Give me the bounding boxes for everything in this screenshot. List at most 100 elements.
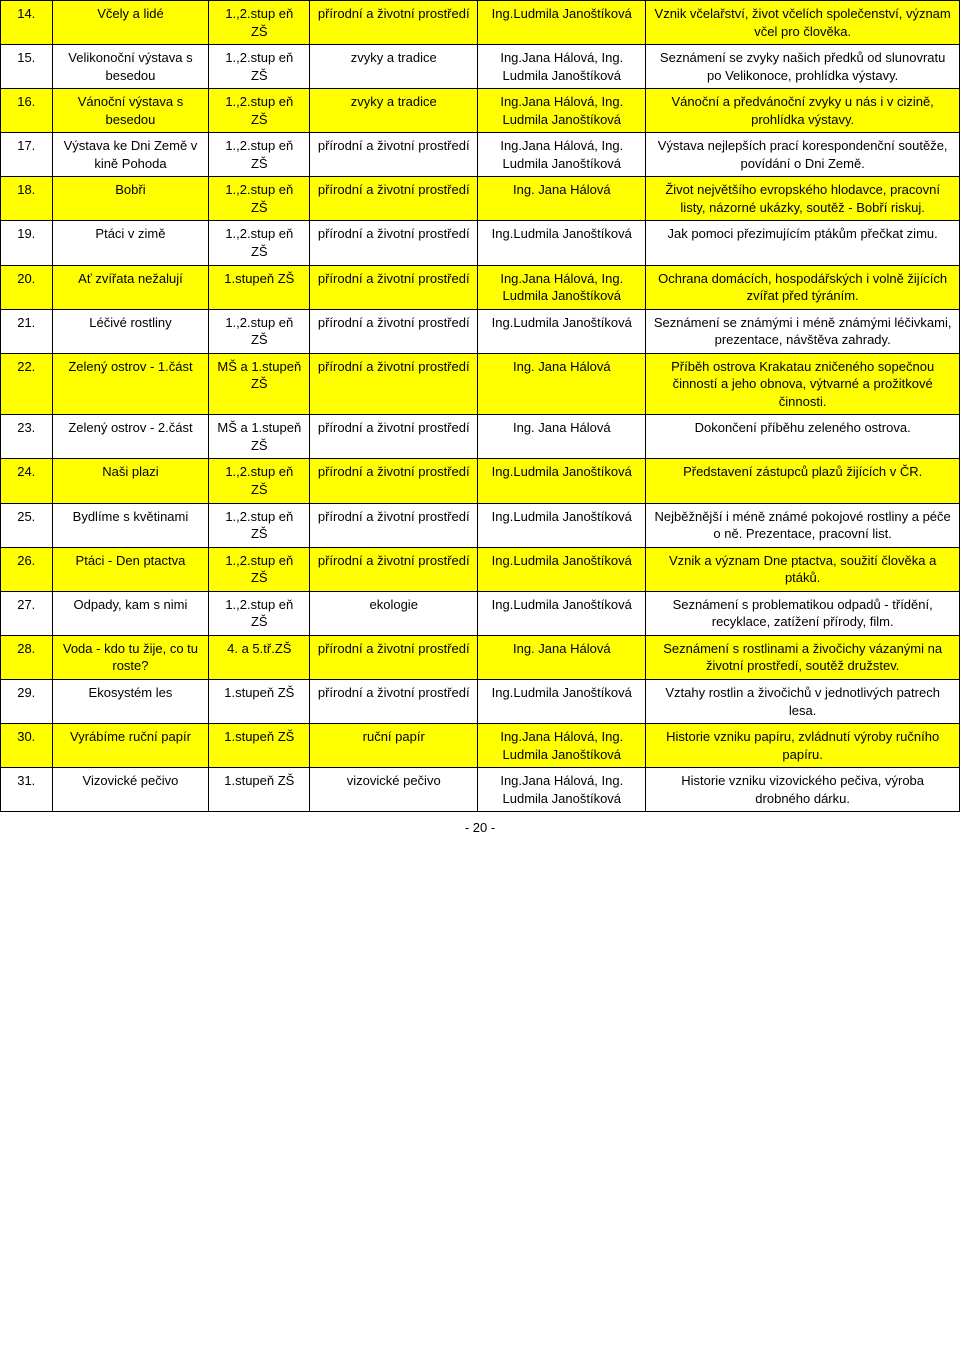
- row-desc: Život největšího evropského hlodavce, pr…: [646, 177, 960, 221]
- table-row: 27.Odpady, kam s nimi1.,2.stup eň ZŠekol…: [1, 591, 960, 635]
- row-grade: 1.stupeň ZŠ: [209, 679, 310, 723]
- row-author: Ing.Ludmila Janoštíková: [478, 591, 646, 635]
- row-title: Vánoční výstava s besedou: [52, 89, 209, 133]
- row-grade: 1.,2.stup eň ZŠ: [209, 1, 310, 45]
- row-title: Výstava ke Dni Země v kině Pohoda: [52, 133, 209, 177]
- row-number: 26.: [1, 547, 53, 591]
- row-desc: Vznik včelařství, život včelích společen…: [646, 1, 960, 45]
- row-author: Ing.Ludmila Janoštíková: [478, 679, 646, 723]
- row-author: Ing.Ludmila Janoštíková: [478, 221, 646, 265]
- row-number: 27.: [1, 591, 53, 635]
- row-grade: 1.,2.stup eň ZŠ: [209, 459, 310, 503]
- row-author: Ing.Jana Hálová, Ing. Ludmila Janoštíkov…: [478, 768, 646, 812]
- row-number: 25.: [1, 503, 53, 547]
- row-author: Ing. Jana Hálová: [478, 353, 646, 415]
- row-grade: 1.stupeň ZŠ: [209, 724, 310, 768]
- row-author: Ing.Jana Hálová, Ing. Ludmila Janoštíkov…: [478, 133, 646, 177]
- row-grade: 4. a 5.tř.ZŠ: [209, 635, 310, 679]
- row-desc: Příběh ostrova Krakatau zničeného sopečn…: [646, 353, 960, 415]
- row-author: Ing.Ludmila Janoštíková: [478, 309, 646, 353]
- row-topic: zvyky a tradice: [310, 89, 478, 133]
- row-grade: 1.,2.stup eň ZŠ: [209, 89, 310, 133]
- row-number: 18.: [1, 177, 53, 221]
- table-row: 30.Vyrábíme ruční papír1.stupeň ZŠruční …: [1, 724, 960, 768]
- table-row: 29.Ekosystém les1.stupeň ZŠpřírodní a ži…: [1, 679, 960, 723]
- row-number: 29.: [1, 679, 53, 723]
- table-row: 23.Zelený ostrov - 2.částMŠ a 1.stupeň Z…: [1, 415, 960, 459]
- row-title: Zelený ostrov - 1.část: [52, 353, 209, 415]
- row-desc: Seznámení s rostlinami a živočichy vázan…: [646, 635, 960, 679]
- table-row: 26.Ptáci - Den ptactva1.,2.stup eň ZŠpří…: [1, 547, 960, 591]
- row-topic: přírodní a životní prostředí: [310, 1, 478, 45]
- row-desc: Historie vzniku papíru, zvládnutí výroby…: [646, 724, 960, 768]
- row-number: 17.: [1, 133, 53, 177]
- row-number: 21.: [1, 309, 53, 353]
- row-title: Naši plazi: [52, 459, 209, 503]
- row-topic: přírodní a životní prostředí: [310, 353, 478, 415]
- row-topic: přírodní a životní prostředí: [310, 221, 478, 265]
- row-number: 22.: [1, 353, 53, 415]
- table-row: 15.Velikonoční výstava s besedou1.,2.stu…: [1, 45, 960, 89]
- table-row: 25.Bydlíme s květinami1.,2.stup eň ZŠpří…: [1, 503, 960, 547]
- row-author: Ing.Jana Hálová, Ing. Ludmila Janoštíkov…: [478, 89, 646, 133]
- table-row: 31.Vizovické pečivo1.stupeň ZŠvizovické …: [1, 768, 960, 812]
- row-grade: 1.,2.stup eň ZŠ: [209, 177, 310, 221]
- row-desc: Vztahy rostlin a živočichů v jednotlivýc…: [646, 679, 960, 723]
- row-desc: Dokončení příběhu zeleného ostrova.: [646, 415, 960, 459]
- program-table: 14.Včely a lidé1.,2.stup eň ZŠpřírodní a…: [0, 0, 960, 812]
- row-title: Ekosystém les: [52, 679, 209, 723]
- row-topic: přírodní a životní prostředí: [310, 177, 478, 221]
- row-topic: přírodní a životní prostředí: [310, 503, 478, 547]
- row-number: 30.: [1, 724, 53, 768]
- row-topic: přírodní a životní prostředí: [310, 635, 478, 679]
- row-author: Ing.Jana Hálová, Ing. Ludmila Janoštíkov…: [478, 45, 646, 89]
- row-grade: 1.,2.stup eň ZŠ: [209, 221, 310, 265]
- row-number: 24.: [1, 459, 53, 503]
- row-desc: Seznámení s problematikou odpadů - třídě…: [646, 591, 960, 635]
- row-topic: zvyky a tradice: [310, 45, 478, 89]
- row-grade: 1.stupeň ZŠ: [209, 768, 310, 812]
- row-grade: MŠ a 1.stupeň ZŠ: [209, 353, 310, 415]
- row-title: Velikonoční výstava s besedou: [52, 45, 209, 89]
- row-desc: Nejběžnější i méně známé pokojové rostli…: [646, 503, 960, 547]
- row-topic: přírodní a životní prostředí: [310, 133, 478, 177]
- row-title: Včely a lidé: [52, 1, 209, 45]
- row-title: Ptáci - Den ptactva: [52, 547, 209, 591]
- row-grade: MŠ a 1.stupeň ZŠ: [209, 415, 310, 459]
- row-topic: přírodní a životní prostředí: [310, 415, 478, 459]
- row-title: Vizovické pečivo: [52, 768, 209, 812]
- row-number: 20.: [1, 265, 53, 309]
- row-number: 23.: [1, 415, 53, 459]
- row-author: Ing.Ludmila Janoštíková: [478, 1, 646, 45]
- row-grade: 1.stupeň ZŠ: [209, 265, 310, 309]
- row-author: Ing.Jana Hálová, Ing. Ludmila Janoštíkov…: [478, 265, 646, 309]
- row-topic: vizovické pečivo: [310, 768, 478, 812]
- row-desc: Vznik a význam Dne ptactva, soužití člov…: [646, 547, 960, 591]
- row-title: Léčivé rostliny: [52, 309, 209, 353]
- row-topic: přírodní a životní prostředí: [310, 459, 478, 503]
- row-author: Ing.Ludmila Janoštíková: [478, 547, 646, 591]
- table-row: 22.Zelený ostrov - 1.částMŠ a 1.stupeň Z…: [1, 353, 960, 415]
- row-desc: Ochrana domácích, hospodářských i volně …: [646, 265, 960, 309]
- row-grade: 1.,2.stup eň ZŠ: [209, 309, 310, 353]
- table-row: 18.Bobři1.,2.stup eň ZŠpřírodní a životn…: [1, 177, 960, 221]
- row-desc: Jak pomoci přezimujícím ptákům přečkat z…: [646, 221, 960, 265]
- row-title: Vyrábíme ruční papír: [52, 724, 209, 768]
- row-number: 31.: [1, 768, 53, 812]
- row-author: Ing. Jana Hálová: [478, 635, 646, 679]
- row-number: 19.: [1, 221, 53, 265]
- row-grade: 1.,2.stup eň ZŠ: [209, 547, 310, 591]
- row-title: Zelený ostrov - 2.část: [52, 415, 209, 459]
- row-title: Odpady, kam s nimi: [52, 591, 209, 635]
- row-grade: 1.,2.stup eň ZŠ: [209, 591, 310, 635]
- row-topic: ruční papír: [310, 724, 478, 768]
- row-grade: 1.,2.stup eň ZŠ: [209, 133, 310, 177]
- table-row: 24.Naši plazi1.,2.stup eň ZŠpřírodní a ž…: [1, 459, 960, 503]
- row-title: Voda - kdo tu žije, co tu roste?: [52, 635, 209, 679]
- row-title: Ptáci v zimě: [52, 221, 209, 265]
- row-desc: Představení zástupců plazů žijících v ČR…: [646, 459, 960, 503]
- table-row: 19.Ptáci v zimě1.,2.stup eň ZŠpřírodní a…: [1, 221, 960, 265]
- row-topic: přírodní a životní prostředí: [310, 679, 478, 723]
- row-title: Ať zvířata nežalují: [52, 265, 209, 309]
- table-row: 21.Léčivé rostliny1.,2.stup eň ZŠpřírodn…: [1, 309, 960, 353]
